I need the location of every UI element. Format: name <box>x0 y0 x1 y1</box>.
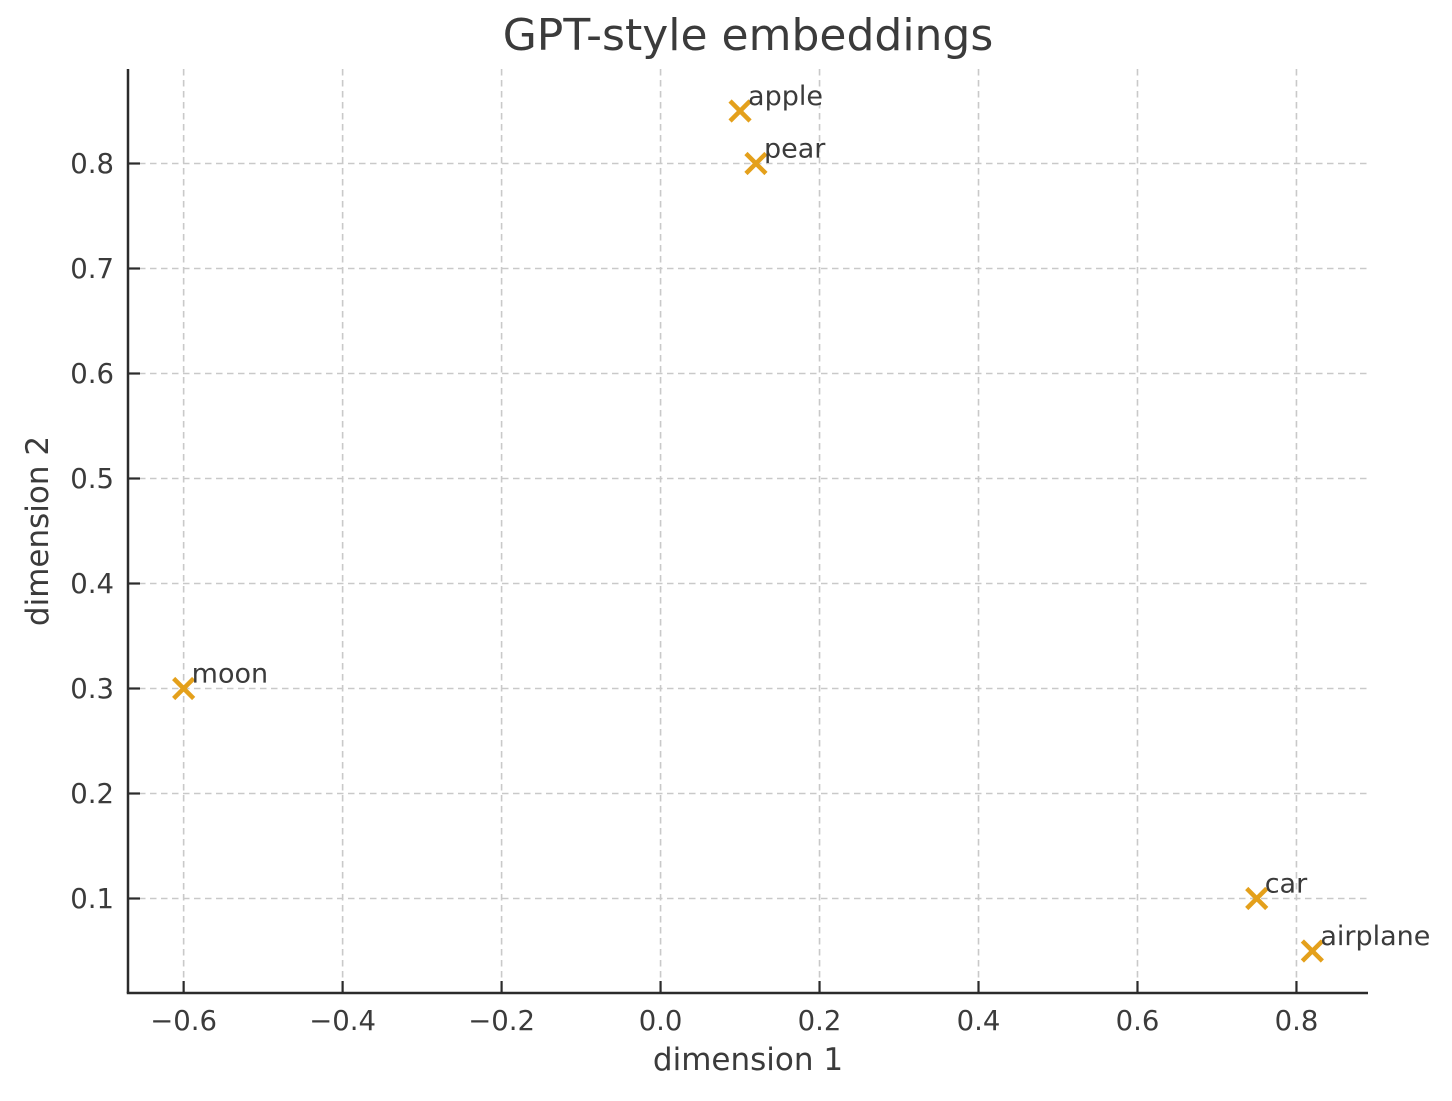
x-tick-label: 0.6 <box>1116 1005 1160 1037</box>
x-tick-label: 0.2 <box>798 1005 842 1037</box>
data-point-label-airplane: airplane <box>1320 921 1430 952</box>
y-tick-label: 0.7 <box>70 253 114 285</box>
y-axis-label: dimension 2 <box>20 435 56 627</box>
x-tick-label: 0.8 <box>1275 1005 1319 1037</box>
y-tick-label: 0.6 <box>70 358 114 390</box>
data-point-label-moon: moon <box>192 659 268 690</box>
x-tick-label: −0.4 <box>309 1005 376 1037</box>
data-point-moon <box>172 676 196 701</box>
data-point-label-car: car <box>1265 869 1308 900</box>
data-point-airplane <box>1300 939 1324 963</box>
y-tick-label: 0.2 <box>70 778 114 810</box>
y-tick-label: 0.1 <box>70 883 114 915</box>
x-tick-label: 0.0 <box>639 1005 683 1037</box>
chart-title: GPT-style embeddings <box>502 10 994 61</box>
x-tick-label: 0.4 <box>957 1005 1001 1037</box>
data-point-label-pear: pear <box>764 134 826 165</box>
y-tick-label: 0.3 <box>70 673 114 705</box>
x-axis-label: dimension 1 <box>652 1042 844 1078</box>
data-point-pear <box>744 151 768 176</box>
data-point-car <box>1245 886 1269 911</box>
x-tick-label: −0.2 <box>468 1005 535 1037</box>
y-tick-label: 0.8 <box>70 148 114 180</box>
y-tick-label: 0.5 <box>70 463 114 495</box>
data-point-apple <box>728 99 752 123</box>
data-point-label-apple: apple <box>748 81 823 112</box>
x-tick-label: −0.6 <box>150 1005 217 1037</box>
y-tick-label: 0.4 <box>70 568 114 600</box>
